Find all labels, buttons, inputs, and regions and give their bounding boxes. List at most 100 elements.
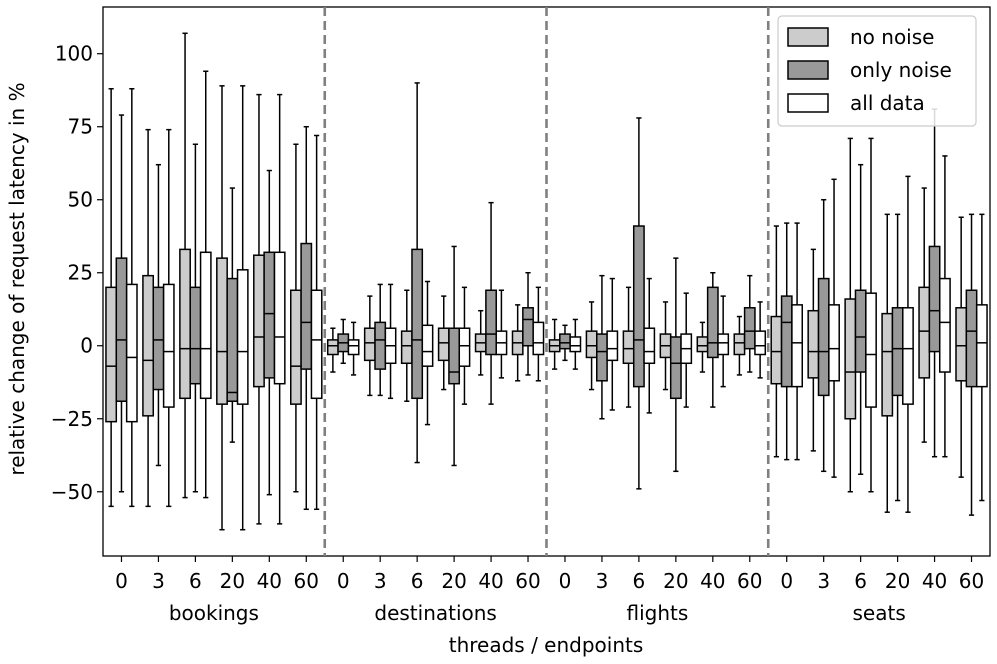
x-tick-label: 20 [220,569,245,593]
box-body [162,283,175,408]
box-body [891,307,904,397]
box-body [622,330,635,365]
box-only-noise [632,117,645,490]
endpoint-label: destinations [374,601,496,625]
box-no-noise [844,137,857,493]
box-no-noise [363,295,376,397]
y-axis-label: relative change of request latency in % [5,82,29,475]
box-all-data [347,321,360,376]
y-tick-label: 50 [68,188,93,212]
box-only-noise [485,201,497,405]
box-all-data [865,137,877,493]
box-body [585,330,598,359]
legend: no noise only noise all data [777,15,977,127]
box-only-noise [928,108,941,458]
y-tick-label: 0 [80,334,93,358]
box-all-data [236,85,249,531]
endpoint-label: bookings [169,601,259,625]
box-no-noise [437,295,450,391]
box-only-noise [559,324,571,362]
box-no-noise [253,93,265,525]
box-body [902,307,914,405]
box-all-data [828,178,840,478]
box-body [448,327,461,385]
box-no-noise [289,143,302,493]
box-body [485,289,497,356]
endpoint-label: seats [853,601,906,625]
box-body [152,286,165,391]
box-series [105,32,988,531]
box-all-data [273,93,286,525]
box-body [142,274,155,417]
box-all-data [162,128,175,508]
box-body [400,330,413,365]
box-all-data [125,88,138,508]
box-body [717,333,730,356]
box-only-noise [780,222,793,461]
box-body [733,333,746,356]
y-tick-label: −50 [51,480,93,504]
box-body [347,339,360,356]
box-body [199,251,212,400]
box-body [975,304,988,388]
box-body [310,289,323,400]
x-tick-label: 3 [152,569,165,593]
box-only-noise [374,283,387,397]
box-body [189,286,202,385]
box-body [300,242,313,370]
box-body [363,327,376,362]
box-body [273,251,286,385]
endpoint-separators [323,7,770,556]
x-tick-label: 40 [922,569,947,593]
box-all-data [310,134,323,511]
legend-swatch [787,93,829,113]
box-all-data [421,280,434,426]
box-body [791,304,804,388]
box-no-noise [548,318,561,370]
box-body [632,225,645,388]
box-body [105,286,118,423]
box-only-noise [263,169,276,496]
box-body [770,315,783,385]
legend-swatch [787,27,829,47]
box-body [881,312,894,417]
box-body [696,336,709,353]
box-only-noise [891,213,904,502]
box-all-data [532,286,545,382]
box-body [844,298,857,420]
x-tick-label: 0 [780,569,793,593]
box-only-noise [522,271,534,376]
x-tick-label: 40 [257,569,282,593]
box-body [253,254,265,388]
y-tick-label: 100 [55,42,93,66]
box-body [918,286,931,379]
box-body [754,330,767,356]
box-no-noise [511,304,524,382]
box-no-noise [585,301,598,391]
legend-swatch [787,60,829,80]
x-tick-label: 6 [854,569,867,593]
box-no-noise [807,248,820,452]
x-tick-label: 40 [478,569,503,593]
x-tick-label: 60 [294,569,319,593]
box-body [865,292,877,408]
box-body [569,336,582,353]
legend-label: no noise [850,25,934,49]
x-tick-label: 3 [596,569,609,593]
box-all-data [384,283,397,400]
box-body [263,251,276,379]
box-no-noise [918,187,931,443]
box-all-data [754,301,767,379]
box-body [115,257,128,402]
box-no-noise [474,309,487,376]
box-only-noise [448,245,461,467]
box-body [326,339,339,356]
y-tick-label: 25 [68,261,93,285]
x-tick-label: 6 [633,569,646,593]
box-body [125,283,138,423]
box-only-noise [965,213,978,516]
box-no-noise [622,286,635,408]
box-no-noise [400,289,413,402]
box-only-noise [152,163,165,467]
box-all-data [495,289,508,379]
